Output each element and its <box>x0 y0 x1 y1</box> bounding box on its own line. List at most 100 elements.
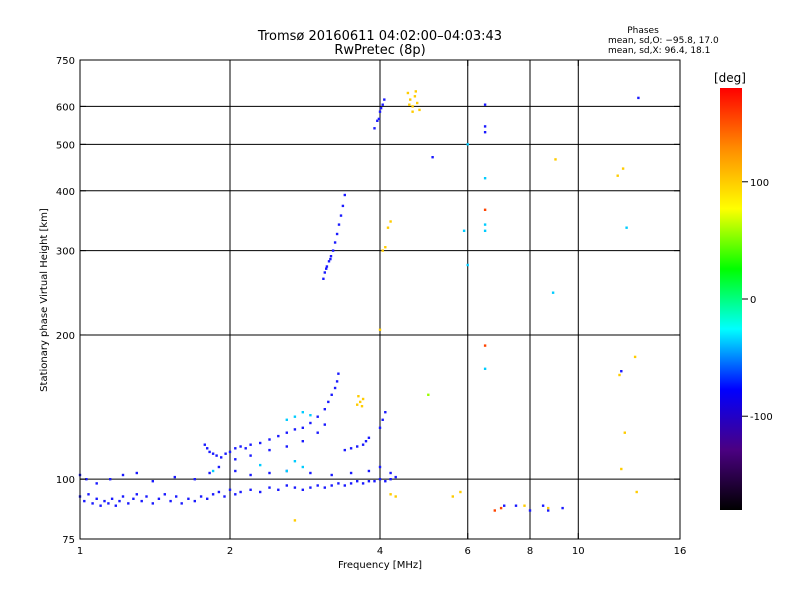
data-point <box>239 445 242 448</box>
data-point <box>95 497 98 500</box>
data-point <box>367 480 371 483</box>
data-point <box>523 504 526 507</box>
data-point <box>373 480 376 483</box>
data-point <box>277 488 280 491</box>
y-tick-label: 75 <box>62 535 75 546</box>
data-point <box>483 103 487 106</box>
data-point <box>364 440 368 443</box>
data-point <box>406 91 410 95</box>
data-point <box>381 103 384 106</box>
data-point <box>384 480 387 483</box>
data-point <box>163 493 166 496</box>
data-point <box>114 504 117 507</box>
data-point <box>333 241 337 244</box>
data-point <box>384 411 387 414</box>
x-axis-ticks: 1 2 4 6 8 10 16 <box>77 60 687 557</box>
data-point <box>637 96 640 100</box>
data-point <box>483 229 487 232</box>
phase-box-line-x: mean, sd,X: 96.4, 18.1 <box>608 46 710 56</box>
data-point <box>394 495 397 498</box>
data-point <box>367 436 371 439</box>
data-point <box>277 434 280 438</box>
chart-subtitle: RwPretec (8p) <box>334 43 425 58</box>
data-point <box>109 478 112 481</box>
colorbar <box>720 88 742 510</box>
data-point <box>187 497 190 500</box>
data-point <box>268 486 271 489</box>
data-point <box>528 509 532 512</box>
data-point <box>203 443 206 446</box>
data-point <box>384 246 387 249</box>
data-point <box>635 490 638 494</box>
data-point <box>285 431 288 434</box>
data-point <box>431 156 434 159</box>
colorbar-label: [deg] <box>714 71 746 85</box>
data-point <box>199 495 203 498</box>
data-point <box>208 450 211 454</box>
data-point <box>239 490 242 494</box>
data-point <box>249 454 252 457</box>
data-point <box>323 271 326 274</box>
data-point <box>483 125 487 128</box>
data-point <box>285 445 288 448</box>
data-point <box>625 226 628 229</box>
data-point <box>206 497 209 500</box>
data-point <box>95 482 98 485</box>
data-point <box>411 110 414 113</box>
data-point <box>259 490 262 494</box>
data-point <box>145 495 148 498</box>
data-point <box>151 480 154 483</box>
data-point <box>376 119 379 122</box>
data-point <box>418 108 421 112</box>
y-tick-label: 400 <box>56 187 75 198</box>
y-tick-label: 100 <box>56 475 75 486</box>
data-point <box>85 478 88 481</box>
data-point <box>335 380 339 383</box>
data-point <box>514 504 518 507</box>
data-point <box>357 395 360 398</box>
data-point <box>561 506 564 510</box>
data-point <box>268 471 271 475</box>
data-point <box>381 418 384 421</box>
data-point <box>331 249 335 252</box>
y-tick-label: 300 <box>56 247 75 258</box>
data-point <box>249 473 252 477</box>
data-point <box>330 393 333 396</box>
data-point <box>309 486 312 489</box>
data-point <box>361 397 365 401</box>
data-point <box>633 355 637 359</box>
data-point <box>301 465 304 469</box>
data-point <box>103 499 106 503</box>
chart-title: Tromsø 20160611 04:02:00–04:03:43 <box>257 29 502 44</box>
colorbar-ticks: 100 0 -100 <box>742 178 773 423</box>
x-tick-label: 4 <box>377 546 383 557</box>
x-tick-label: 6 <box>465 546 471 557</box>
data-point <box>414 90 417 93</box>
data-point <box>193 499 196 503</box>
data-point <box>234 493 237 496</box>
data-point <box>211 493 215 496</box>
data-point <box>541 504 545 507</box>
phase-box-title: Phases <box>627 26 659 36</box>
data-point <box>466 143 469 146</box>
data-point <box>268 438 271 441</box>
x-tick-label: 16 <box>674 546 687 557</box>
data-point <box>217 465 221 469</box>
data-point <box>335 232 339 236</box>
data-point <box>373 127 376 130</box>
data-point <box>411 105 414 108</box>
data-point <box>87 493 90 496</box>
data-point <box>330 484 333 487</box>
data-point <box>208 471 211 475</box>
data-point <box>349 447 353 450</box>
data-point <box>554 158 557 161</box>
data-point <box>323 408 326 411</box>
data-point <box>389 478 392 481</box>
data-point <box>99 504 102 507</box>
data-point <box>249 488 252 491</box>
data-point <box>325 267 328 270</box>
data-point <box>462 229 466 232</box>
data-point <box>293 486 297 489</box>
data-point <box>293 428 297 431</box>
data-point <box>215 454 218 457</box>
